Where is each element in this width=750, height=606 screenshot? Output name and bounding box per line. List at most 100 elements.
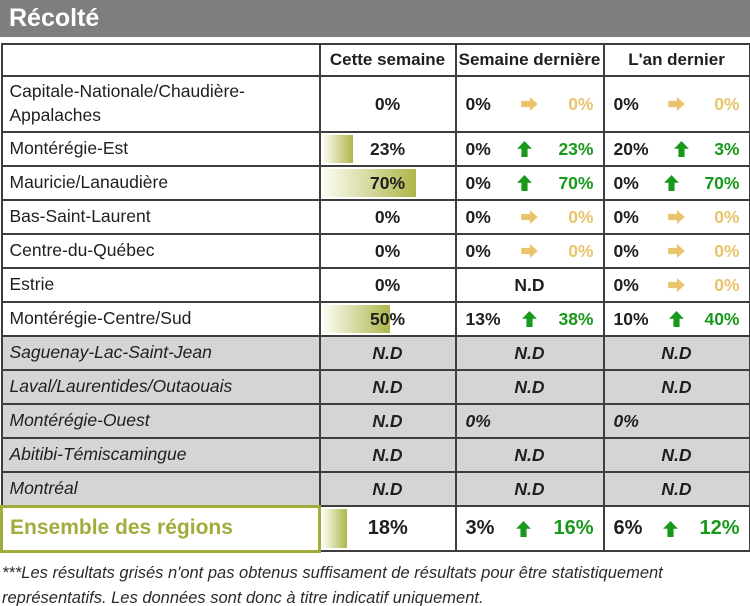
trend-content: 0% 0% — [466, 241, 594, 262]
change-value: 23% — [558, 138, 594, 159]
single-value: 0% — [465, 410, 491, 431]
data-bar — [322, 169, 417, 197]
this-week-cell: 0% — [318, 75, 457, 133]
region-label: Montérégie-Ouest — [0, 403, 321, 439]
last-year-cell: N.D — [602, 335, 750, 371]
last-week-cell: N.D — [454, 335, 605, 371]
this-week-value: 50% — [369, 308, 406, 329]
table-row: Centre-du-Québec 0% 0% 0% 0% 0% — [0, 233, 750, 269]
this-week-value: 18% — [367, 517, 408, 539]
previous-value: 0% — [613, 93, 639, 114]
region-label: Montérégie-Centre/Sud — [0, 301, 321, 337]
trend-content: N.D — [466, 445, 594, 466]
trend-content: 0% 0% — [466, 207, 594, 228]
trend-content: 0% 23% — [466, 139, 594, 160]
last-year-cell: 0% 0% — [602, 199, 750, 235]
this-week-cell: 0% — [318, 267, 457, 303]
nd-value: N.D — [661, 342, 692, 363]
up-arrow-icon — [517, 141, 533, 157]
trend-content: 0% 0% — [614, 207, 740, 228]
up-arrow-icon — [669, 311, 684, 327]
data-bar — [322, 135, 354, 163]
trend-content: 3% 16% — [466, 517, 594, 540]
trend-content: 0% 70% — [614, 173, 740, 194]
last-week-cell: 13% 38% — [454, 301, 605, 337]
header-region-empty — [0, 43, 321, 77]
trend-content: N.D — [614, 445, 740, 466]
nd-value: N.D — [372, 376, 403, 397]
trend-content: N.D — [614, 343, 740, 364]
table-row: Abitibi-Témiscamingue N.D N.D N.D — [0, 437, 750, 473]
header-last-year: L'an dernier — [602, 43, 750, 77]
region-label: Capitale-Nationale/Chaudière-Appalaches — [0, 75, 321, 133]
region-label: Bas-Saint-Laurent — [0, 199, 321, 235]
table-row: Estrie 0% N.D 0% 0% — [0, 267, 750, 303]
up-arrow-icon — [673, 141, 689, 157]
table-row: Saguenay-Lac-Saint-Jean N.D N.D N.D — [0, 335, 750, 371]
region-label: Ensemble des régions — [0, 504, 321, 553]
change-value: 0% — [714, 274, 740, 295]
nd-value: N.D — [514, 342, 545, 363]
header-this-week: Cette semaine — [318, 43, 457, 77]
previous-value: 0% — [613, 206, 639, 227]
trend-content: 0% 0% — [614, 94, 740, 115]
this-week-value: 0% — [374, 274, 401, 295]
previous-value: 0% — [465, 172, 491, 193]
trend-content: 0% — [614, 411, 740, 432]
page-title: Récolté — [0, 0, 750, 37]
right-arrow-icon — [668, 278, 685, 292]
trend-content: N.D — [466, 275, 594, 296]
previous-value: 0% — [465, 138, 491, 159]
single-value: 0% — [613, 410, 639, 431]
header-last-week: Semaine dernière — [454, 43, 605, 77]
change-value: 3% — [714, 138, 740, 159]
table-row: Montréal N.D N.D N.D — [0, 471, 750, 507]
table-row: Mauricie/Lanaudière 70% 0% 70% 0% 70% — [0, 165, 750, 201]
region-label: Montréal — [0, 471, 321, 507]
right-arrow-icon — [668, 97, 685, 111]
last-week-cell: N.D — [454, 369, 605, 405]
last-year-cell: 0% 0% — [602, 233, 750, 269]
up-arrow-icon — [516, 520, 532, 537]
last-week-cell: 0% 0% — [454, 199, 605, 235]
data-bar — [323, 509, 348, 548]
previous-value: 0% — [613, 240, 639, 261]
this-week-cell: N.D — [318, 471, 457, 507]
change-value: 0% — [714, 93, 740, 114]
previous-value: 0% — [465, 206, 491, 227]
right-arrow-icon — [668, 210, 685, 224]
previous-value: 0% — [613, 172, 639, 193]
previous-value: 10% — [613, 308, 649, 329]
trend-content: N.D — [614, 479, 740, 500]
nd-value: N.D — [372, 478, 403, 499]
region-label: Montérégie-Est — [0, 131, 321, 167]
last-year-cell: 6% 12% — [602, 505, 750, 552]
last-year-cell: 20% 3% — [602, 131, 750, 167]
last-year-cell: 10% 40% — [602, 301, 750, 337]
trend-content: 0% 0% — [614, 241, 740, 262]
trend-content: N.D — [466, 343, 594, 364]
change-value: 70% — [704, 172, 740, 193]
nd-value: N.D — [514, 376, 545, 397]
up-arrow-icon — [522, 311, 537, 327]
previous-value: 13% — [465, 308, 501, 329]
previous-value: 20% — [613, 138, 649, 159]
change-value: 70% — [558, 172, 594, 193]
trend-content: 0% 0% — [466, 94, 594, 115]
last-year-cell: 0% 0% — [602, 267, 750, 303]
last-year-cell: N.D — [602, 369, 750, 405]
nd-value: N.D — [514, 274, 545, 295]
change-value: 38% — [558, 308, 594, 329]
previous-value: 6% — [613, 517, 643, 539]
change-value: 0% — [714, 206, 740, 227]
trend-content: 20% 3% — [614, 139, 740, 160]
change-value: 12% — [699, 517, 740, 539]
change-value: 16% — [553, 517, 594, 539]
region-label: Laval/Laurentides/Outaouais — [0, 369, 321, 405]
last-week-cell: N.D — [454, 471, 605, 507]
last-week-cell: N.D — [454, 267, 605, 303]
trend-content: 0% 0% — [614, 275, 740, 296]
trend-content: 13% 38% — [466, 309, 594, 330]
region-label: Saguenay-Lac-Saint-Jean — [0, 335, 321, 371]
this-week-cell: N.D — [318, 369, 457, 405]
